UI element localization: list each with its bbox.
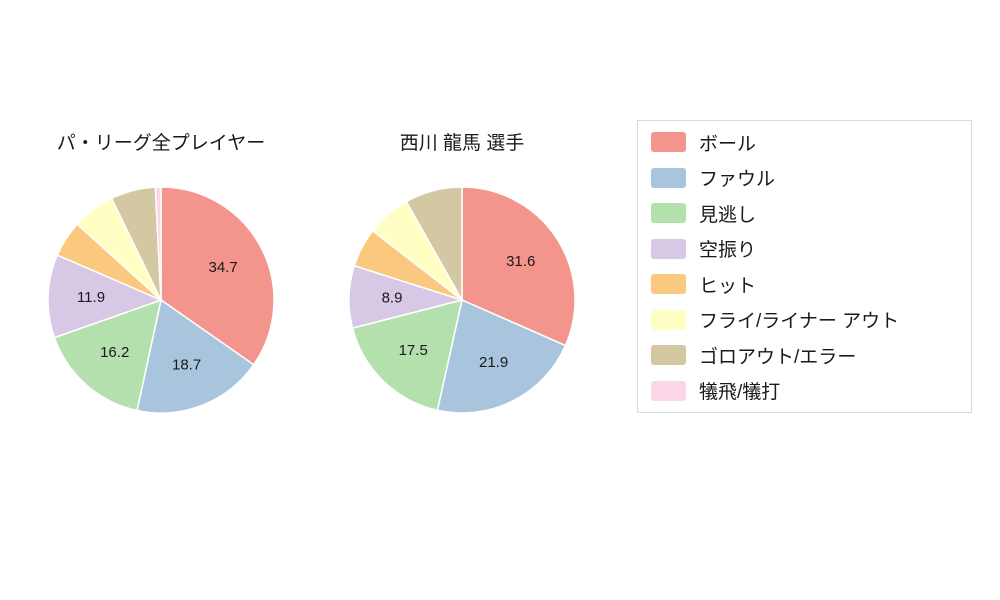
pie-slice xyxy=(436,298,567,414)
legend-item: ヒット xyxy=(651,267,971,303)
legend-swatch-groundout-error xyxy=(651,345,686,366)
legend-label: 空振り xyxy=(699,240,757,262)
pie-value-label: 8.9 xyxy=(382,290,403,307)
pie-value-label: 18.7 xyxy=(172,357,201,374)
pie-slice xyxy=(53,298,163,412)
pie-value-label: 16.2 xyxy=(100,344,129,361)
pie-value-label: 21.9 xyxy=(479,354,508,371)
pie-chart-player: 31.6 21.9 17.5 8.9 xyxy=(348,186,576,414)
legend-item: 見逃し xyxy=(651,196,971,232)
legend-label: ボール xyxy=(699,133,757,155)
legend-item: ファウル xyxy=(651,160,971,196)
legend-label: ゴロアウト/エラー xyxy=(699,346,857,368)
legend-item: フライ/ライナー アウト xyxy=(651,302,971,338)
legend-swatch-hit xyxy=(651,274,686,295)
pie-slice xyxy=(160,186,275,366)
pie-slice xyxy=(461,186,576,347)
pie-value-label: 31.6 xyxy=(506,253,535,270)
legend-swatch-called-strike xyxy=(651,203,686,224)
legend-swatch-fly-liner-out xyxy=(651,309,686,330)
pie-value-label: 17.5 xyxy=(399,342,428,359)
pie-chart-league: 34.7 18.7 16.2 11.9 xyxy=(47,186,275,414)
legend-item: 犠飛/犠打 xyxy=(651,373,971,409)
pie-slice xyxy=(351,298,463,412)
legend-swatch-sacrifice xyxy=(651,380,686,401)
pie-slice xyxy=(136,298,255,414)
legend-label: ヒット xyxy=(699,275,757,297)
chart-title-player: 西川 龍馬 選手 xyxy=(399,133,525,154)
legend-label: 犠飛/犠打 xyxy=(699,382,781,404)
legend-swatch-swinging-strike xyxy=(651,238,686,259)
pie-slice xyxy=(47,254,164,339)
legend-swatch-foul xyxy=(651,167,686,188)
legend-label: フライ/ライナー アウト xyxy=(699,311,900,333)
legend: ボール ファウル 見逃し 空振り ヒット フライ/ライナー アウト ゴロアウト/… xyxy=(637,120,972,413)
legend-item: ボール xyxy=(651,125,971,161)
pie-slice xyxy=(154,186,162,301)
legend-label: 見逃し xyxy=(699,204,757,226)
pie-slice xyxy=(405,186,463,303)
chart-title-league: パ・リーグ全プレイヤー xyxy=(56,133,266,154)
legend-label: ファウル xyxy=(699,169,776,191)
pie-value-label: 11.9 xyxy=(77,289,105,306)
legend-swatch-ball xyxy=(651,132,686,153)
pie-value-label: 34.7 xyxy=(208,259,237,276)
legend-item: 空振り xyxy=(651,231,971,267)
legend-item: ゴロアウト/エラー xyxy=(651,338,971,374)
